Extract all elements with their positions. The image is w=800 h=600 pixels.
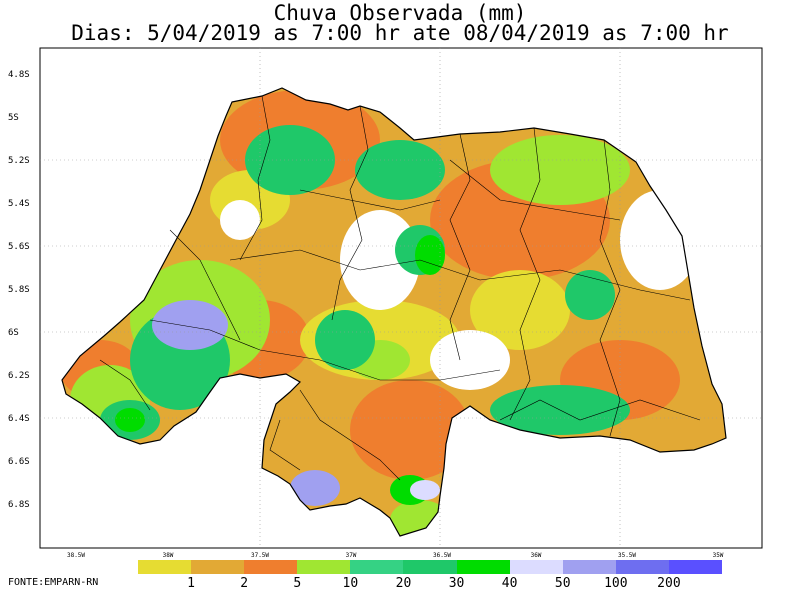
legend-label: 10 <box>342 576 359 591</box>
x-tick: 36W <box>530 552 542 559</box>
x-tick: 37.5W <box>250 552 270 559</box>
x-tick: 38.5W <box>66 552 86 559</box>
legend-swatch <box>138 560 192 574</box>
legend-label: 40 <box>501 576 518 591</box>
x-tick: 38W <box>162 552 174 559</box>
legend-label: 50 <box>554 576 571 591</box>
legend-swatch <box>244 560 298 574</box>
map-title: Chuva Observada (mm) <box>273 1 527 25</box>
municipal-borders <box>99 95 701 481</box>
x-tick: 36.5W <box>432 552 452 559</box>
y-tick: 5.2S <box>8 156 30 166</box>
legend-swatch <box>562 560 616 574</box>
legend-label: 100 <box>604 576 628 591</box>
source-credit: FONTE:EMPARN-RN <box>8 577 99 588</box>
legend-swatch <box>403 560 457 574</box>
legend-swatch <box>615 560 669 574</box>
x-tick: 35W <box>712 552 724 559</box>
legend-label: 2 <box>240 576 249 591</box>
y-tick: 6.4S <box>8 414 30 424</box>
grid <box>40 48 762 548</box>
legend-label: 1 <box>187 576 195 591</box>
y-tick: 5S <box>8 113 19 123</box>
y-tick: 6S <box>8 328 19 338</box>
y-tick: 6.2S <box>8 371 30 381</box>
y-tick: 5.4S <box>8 199 30 209</box>
y-tick: 5.6S <box>8 242 30 252</box>
y-tick: 4.8S <box>8 70 30 80</box>
legend-swatch <box>509 560 563 574</box>
legend-label: 20 <box>395 576 412 591</box>
legend-swatch <box>350 560 404 574</box>
legend-label: 30 <box>448 576 465 591</box>
map-subtitle: Dias: 5/04/2019 as 7:00 hr ate 08/04/201… <box>71 21 729 45</box>
y-tick: 5.8S <box>8 285 30 295</box>
legend-label: 200 <box>657 576 681 591</box>
y-tick: 6.8S <box>8 500 30 510</box>
x-tick: 37W <box>345 552 357 559</box>
legend-swatch <box>297 560 351 574</box>
legend-swatch <box>456 560 510 574</box>
legend-swatch <box>668 560 722 574</box>
y-tick: 6.6S <box>8 457 30 467</box>
legend-swatch <box>191 560 245 574</box>
legend-label: 5 <box>293 576 302 591</box>
x-tick: 35.5W <box>617 552 637 559</box>
